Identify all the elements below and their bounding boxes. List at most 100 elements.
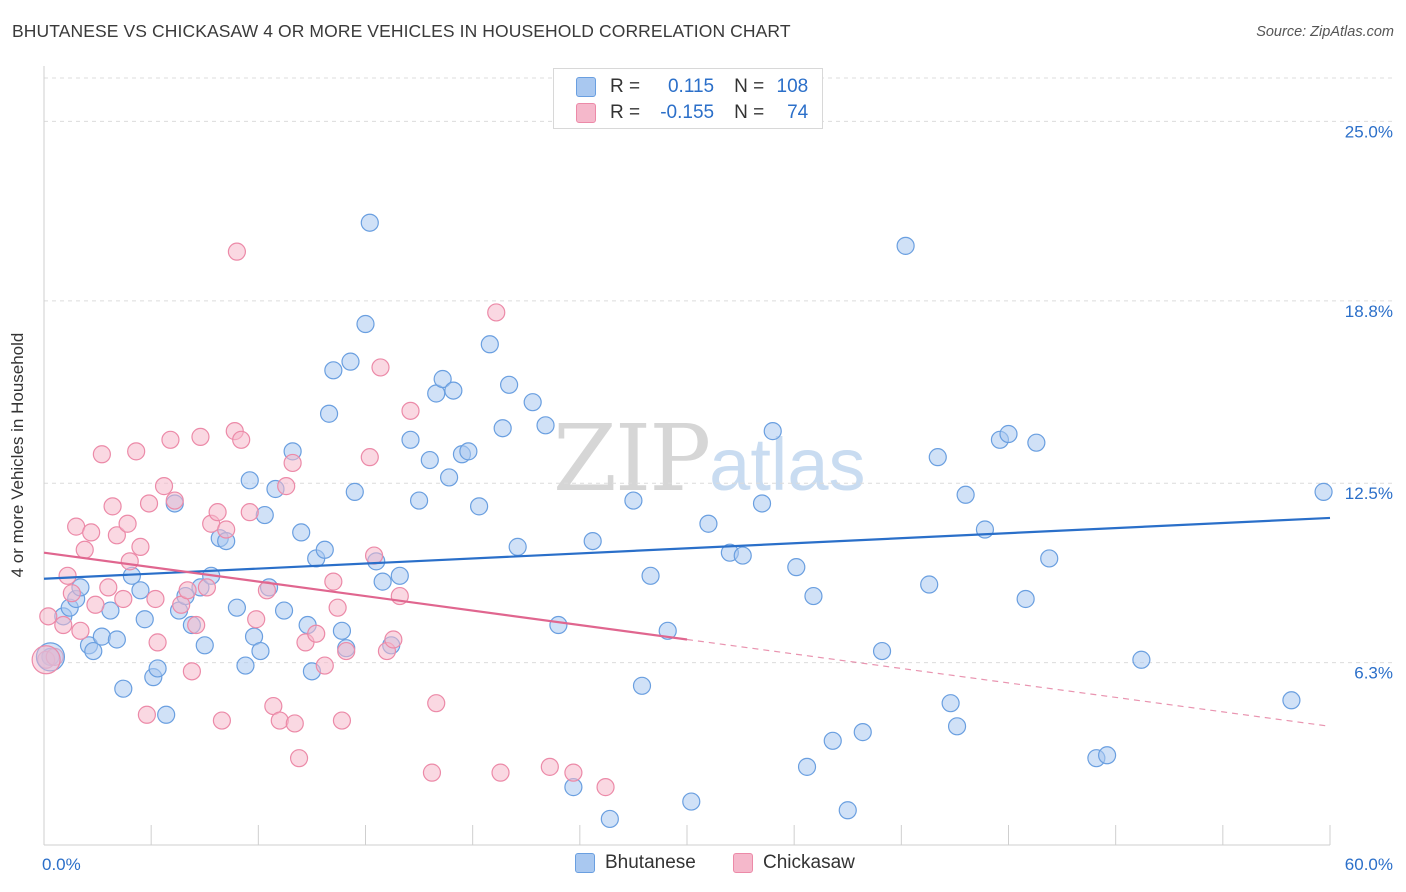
chickasaw-point [187, 615, 206, 635]
bhutanese-point [315, 540, 334, 559]
n-value-bhutanese: 108 [776, 76, 809, 97]
bhutanese-point [872, 641, 892, 661]
chickasaw-point [332, 711, 352, 730]
bhutanese-point [999, 424, 1018, 444]
chickasaw-point [92, 445, 111, 464]
chickasaw-point [596, 778, 615, 797]
x-tick-label-min: 0.0% [42, 855, 81, 874]
chickasaw-point [131, 537, 150, 556]
bhutanese-point [135, 610, 154, 629]
bhutanese-point [632, 676, 652, 695]
chickasaw-point [62, 584, 81, 603]
chickasaw-trend-extension [686, 638, 1331, 727]
chickasaw-large-point [31, 645, 61, 675]
chickasaw-point [107, 526, 126, 545]
x-tick-label-max: 60.0% [1345, 855, 1393, 874]
chickasaw-point [307, 624, 326, 643]
bhutanese-point [157, 705, 176, 724]
chickasaw-legend-swatch [733, 853, 753, 873]
bhutanese-point [292, 523, 311, 542]
chickasaw-point [277, 477, 296, 496]
chickasaw-point [364, 546, 384, 565]
chickasaw-point [270, 711, 289, 730]
chickasaw-point [58, 566, 77, 585]
r-value-bhutanese: 0.115 [667, 76, 715, 97]
bhutanese-point [493, 419, 512, 438]
chickasaw-point [384, 630, 403, 649]
chickasaw-point [120, 552, 139, 571]
y-axis-label: 4 or more Vehicles in Household [8, 332, 27, 578]
bhutanese-point [1132, 650, 1151, 669]
chickasaw-point [540, 757, 559, 776]
chickasaw-point [197, 578, 216, 597]
chickasaw-point [324, 572, 343, 591]
chickasaw-point [82, 523, 101, 542]
bhutanese-point [804, 586, 823, 606]
bhutanese-point [390, 566, 409, 585]
bhutanese-point [332, 621, 352, 640]
bhutanese-point [274, 601, 294, 620]
chickasaw-point [232, 430, 251, 449]
r-value-chickasaw: -0.155 [660, 102, 715, 123]
bhutanese-point [941, 694, 960, 713]
chickasaw-swatch [576, 103, 596, 123]
chickasaw-point [137, 705, 156, 724]
bhutanese-point [433, 369, 452, 389]
chickasaw-point [75, 540, 94, 559]
bhutanese-point [536, 416, 555, 435]
chart-title: BHUTANESE VS CHICKASAW 4 OR MORE VEHICLE… [12, 21, 791, 41]
chickasaw-point [283, 453, 302, 473]
bhutanese-point [624, 491, 643, 510]
chickasaw-point [247, 610, 266, 629]
chickasaw-point [564, 763, 583, 782]
bhutanese-point [583, 531, 602, 551]
bhutanese-point [733, 546, 752, 565]
chickasaw-point [371, 358, 390, 377]
bhutanese-point [227, 598, 246, 617]
bhutanese-point [752, 494, 772, 513]
bhutanese-point [853, 723, 872, 742]
chickasaw-trend-line [43, 551, 688, 641]
chickasaw-point [178, 581, 197, 600]
bhutanese-point [763, 422, 782, 441]
n-label: N = [734, 102, 765, 123]
bhutanese-point [928, 448, 947, 467]
bhutanese-point [251, 641, 270, 661]
chickasaw-point [114, 589, 133, 609]
bhutanese-trend-line [43, 516, 1331, 580]
watermark-atlas: atlas [709, 423, 866, 506]
chickasaw-point [491, 763, 510, 782]
bhutanese-point [236, 656, 255, 675]
bhutanese-point [797, 757, 817, 776]
bhutanese-point [319, 404, 339, 423]
bhutanese-point [360, 213, 379, 232]
chickasaw-point [165, 491, 184, 510]
r-label: R = [610, 76, 641, 97]
bhutanese-point [345, 482, 364, 501]
bhutanese-point [658, 621, 677, 640]
bhutanese-point [508, 537, 527, 556]
legend-item-chickasaw[interactable]: Chickasaw [733, 852, 855, 874]
y-tick-label: 25.0% [1345, 122, 1393, 141]
bhutanese-point [459, 442, 478, 461]
chickasaw-point [337, 641, 356, 661]
bhutanese-point [896, 236, 915, 255]
chickasaw-point [146, 589, 165, 609]
bhutanese-point [373, 572, 392, 591]
bhutanese-point [240, 471, 259, 490]
chickasaw-point [212, 711, 231, 730]
chickasaw-point [161, 430, 180, 449]
bhutanese-point [1097, 746, 1117, 765]
chickasaw-point [182, 662, 201, 681]
bhutanese-point [356, 314, 375, 334]
legend-item-bhutanese[interactable]: Bhutanese [575, 852, 696, 874]
bhutanese-point [324, 361, 343, 380]
stats-legend-row-bhutanese: R = 0.115 N = 108 [576, 75, 808, 99]
bhutanese-point [255, 505, 274, 525]
chickasaw-point [427, 694, 446, 713]
chickasaw-point [422, 763, 442, 782]
bhutanese-point [838, 801, 857, 820]
bhutanese-point [600, 809, 619, 829]
bhutanese-point [469, 497, 489, 516]
